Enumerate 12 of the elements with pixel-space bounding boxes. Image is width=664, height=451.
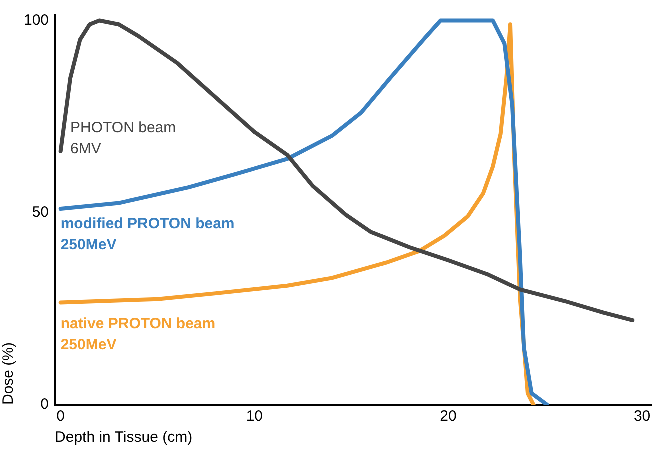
series-label: modified PROTON beam 250MeV bbox=[60, 216, 235, 254]
x-axis-title: Depth in Tissue (cm) bbox=[55, 429, 193, 446]
y-axis-title: Dose (%) bbox=[0, 342, 18, 405]
y-tick-label: 100 bbox=[24, 12, 50, 29]
x-tick-label: 30 bbox=[634, 408, 651, 426]
x-tick-label: 10 bbox=[246, 408, 264, 426]
x-tick-label: 0 bbox=[56, 408, 66, 426]
series-label: native PROTON beam 250MeV bbox=[60, 315, 216, 354]
series-label: PHOTON beam 6MV bbox=[70, 119, 176, 158]
y-tick-label: 0 bbox=[40, 396, 50, 414]
y-tick-label: 50 bbox=[32, 204, 50, 222]
x-tick-label: 20 bbox=[440, 408, 457, 426]
